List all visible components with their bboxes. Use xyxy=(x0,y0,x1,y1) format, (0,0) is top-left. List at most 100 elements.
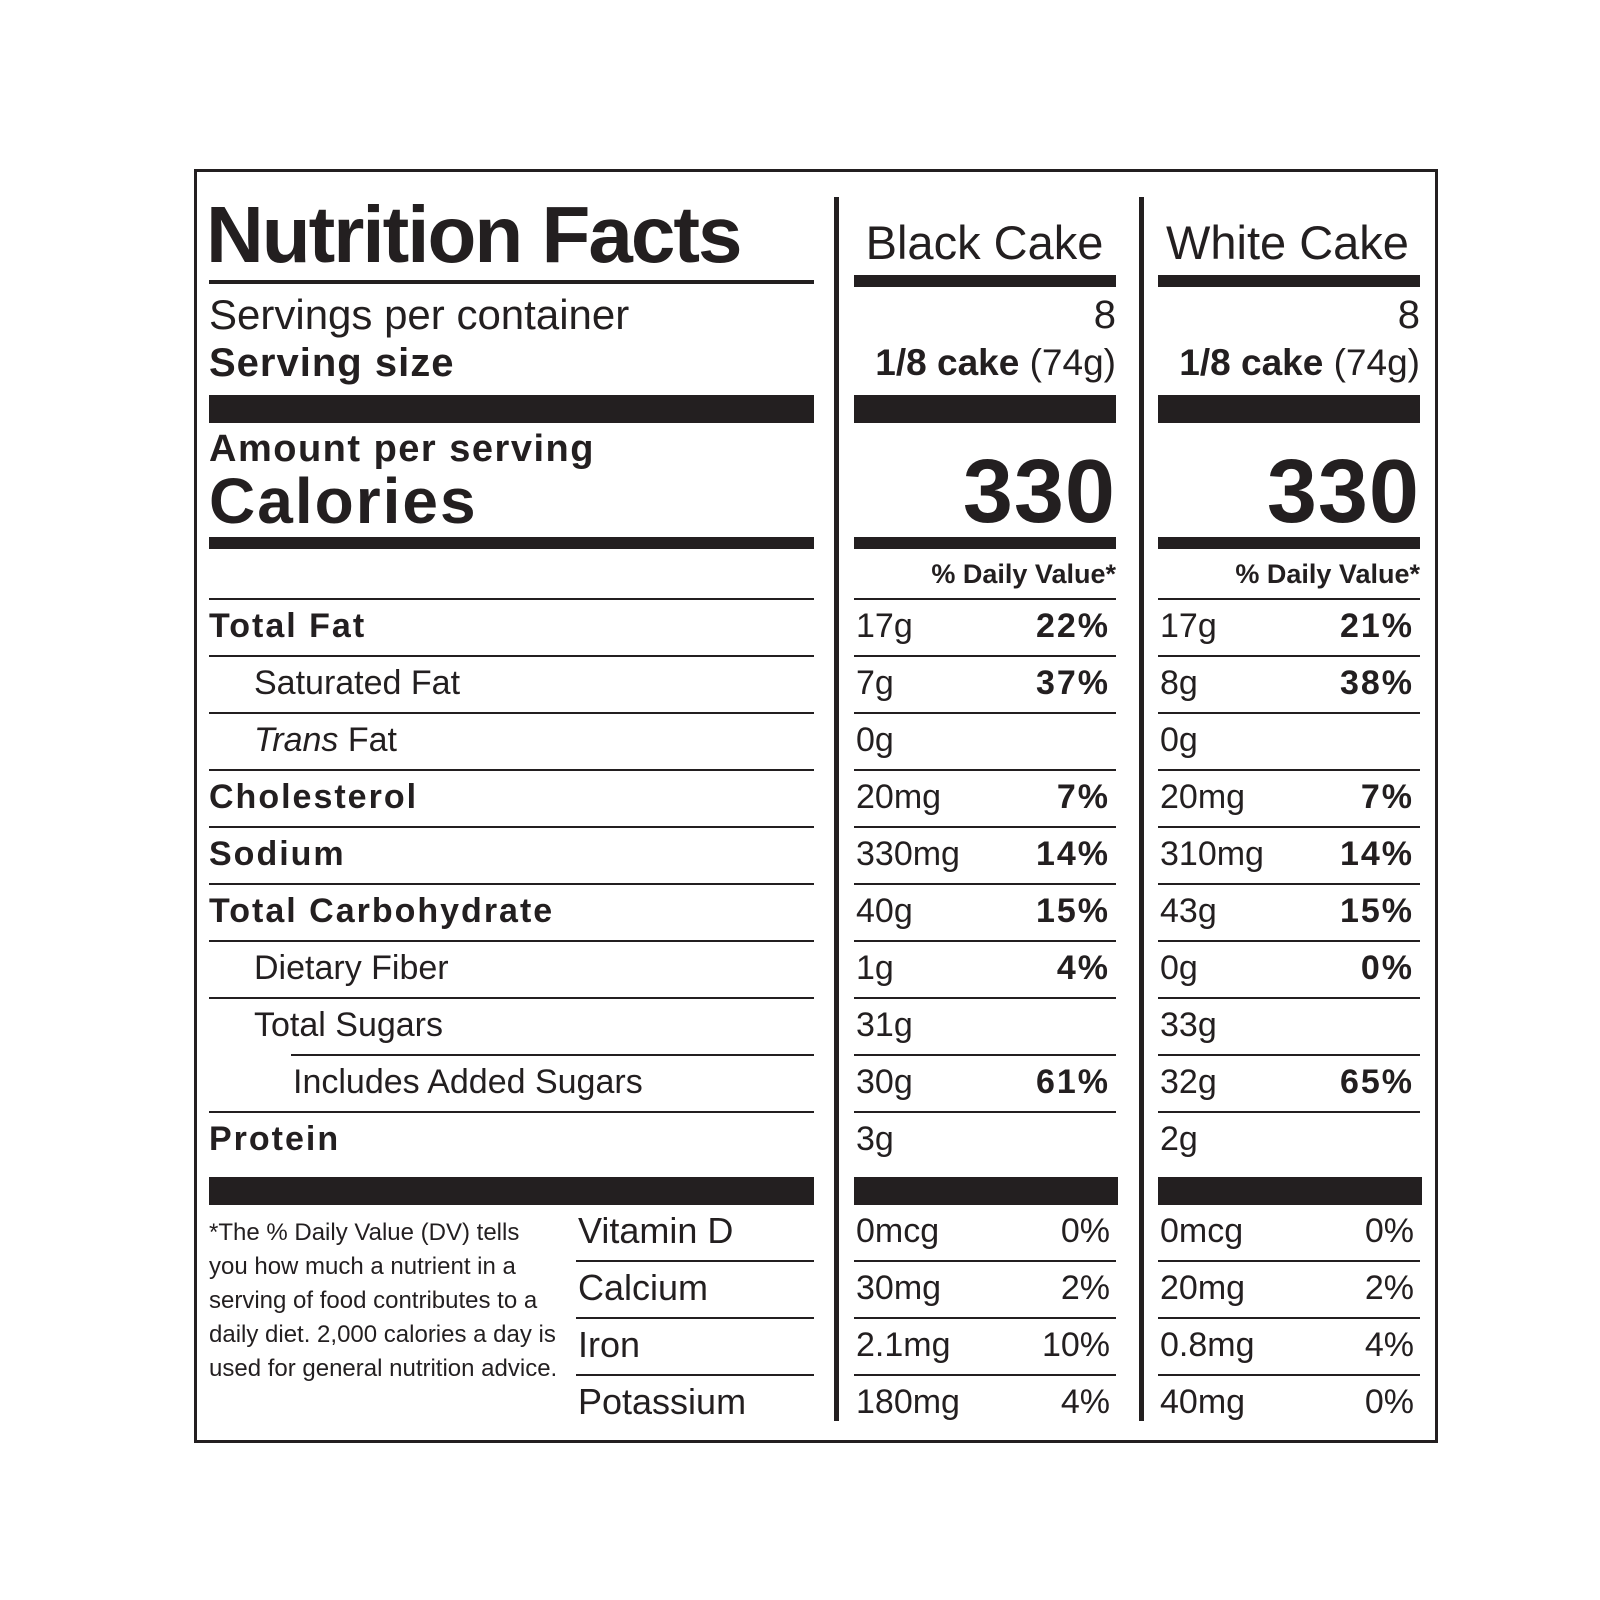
row-separator xyxy=(209,940,814,942)
label-title: Nutrition Facts xyxy=(206,190,742,279)
serving-size-amount: 1/8 cake xyxy=(1179,342,1324,383)
row-separator xyxy=(1158,769,1420,771)
row-separator xyxy=(854,826,1116,828)
row-separator xyxy=(209,598,814,600)
amount-white-cake: 40mg xyxy=(1160,1383,1246,1421)
nutrient-label: Cholesterol xyxy=(209,778,419,816)
daily-value-black-cake: 7% xyxy=(1056,778,1110,816)
amount-per-serving-label: Amount per serving xyxy=(209,428,595,470)
daily-value-black-cake: 10% xyxy=(1041,1326,1110,1364)
amount-black-cake: 31g xyxy=(856,1006,913,1044)
amount-black-cake: 7g xyxy=(856,664,894,702)
daily-value-header-black-cake: % Daily Value* xyxy=(931,559,1116,589)
daily-value-black-cake: 22% xyxy=(1035,607,1110,645)
row-separator xyxy=(854,655,1116,657)
vitamin-label: Calcium xyxy=(578,1267,709,1308)
daily-value-white-cake: 0% xyxy=(1364,1383,1414,1421)
amount-black-cake: 1g xyxy=(856,949,894,987)
row-separator xyxy=(1158,940,1420,942)
daily-value-black-cake: 4% xyxy=(1060,1383,1110,1421)
calories-black-cake: 330 xyxy=(962,442,1116,542)
amount-black-cake: 30g xyxy=(856,1063,913,1101)
nutrient-label-italic: Trans xyxy=(254,721,339,759)
amount-black-cake: 2.1mg xyxy=(856,1326,951,1364)
row-separator xyxy=(1158,826,1420,828)
servings-per-container-label: Servings per container xyxy=(209,291,630,338)
row-separator xyxy=(854,1054,1116,1056)
daily-value-black-cake: 2% xyxy=(1060,1269,1110,1307)
row-separator xyxy=(854,769,1116,771)
servings-black-cake: 8 xyxy=(1093,293,1116,337)
thick-rule xyxy=(854,1177,1118,1205)
row-separator xyxy=(209,997,814,999)
daily-value-white-cake: 21% xyxy=(1339,607,1414,645)
nutrition-facts-panel xyxy=(194,169,1438,1443)
row-separator xyxy=(209,655,814,657)
row-separator xyxy=(209,1111,814,1113)
amount-black-cake: 17g xyxy=(856,607,913,645)
amount-white-cake: 310mg xyxy=(1160,835,1264,873)
nutrient-label: Includes Added Sugars xyxy=(293,1063,643,1101)
daily-value-black-cake: 4% xyxy=(1056,949,1110,987)
calories-white-cake: 330 xyxy=(1266,442,1420,542)
row-separator xyxy=(854,1111,1116,1113)
daily-value-white-cake: 65% xyxy=(1339,1063,1414,1101)
row-separator xyxy=(1158,1374,1420,1376)
vitamin-label: Vitamin D xyxy=(578,1210,734,1251)
column-header-white-cake: White Cake xyxy=(1166,216,1409,269)
rule xyxy=(209,537,814,549)
thick-rule xyxy=(1158,1177,1422,1205)
daily-value-black-cake: 0% xyxy=(1060,1212,1110,1250)
row-separator xyxy=(291,1054,814,1056)
amount-white-cake: 17g xyxy=(1160,607,1217,645)
amount-black-cake: 0mcg xyxy=(856,1212,940,1250)
amount-white-cake: 20mg xyxy=(1160,778,1246,816)
column-header-black-cake: Black Cake xyxy=(865,216,1104,269)
amount-black-cake: 30mg xyxy=(856,1269,942,1307)
daily-value-black-cake: 37% xyxy=(1035,664,1110,702)
nutrient-label-rest: Fat xyxy=(338,721,397,759)
amount-white-cake: 8g xyxy=(1160,664,1198,702)
daily-value-white-cake: 2% xyxy=(1364,1269,1414,1307)
row-separator xyxy=(854,712,1116,714)
daily-value-black-cake: 14% xyxy=(1035,835,1110,873)
row-separator xyxy=(576,1317,814,1319)
amount-black-cake: 180mg xyxy=(856,1383,960,1421)
nutrient-label: Total Carbohydrate xyxy=(209,892,555,930)
nutrient-label: Total Sugars xyxy=(254,1006,443,1044)
column-divider-2 xyxy=(1139,197,1144,1421)
row-separator xyxy=(1158,1111,1420,1113)
row-separator xyxy=(209,883,814,885)
thick-rule xyxy=(209,1177,814,1205)
rule xyxy=(1158,537,1420,549)
daily-value-footnote: *The % Daily Value (DV) tells you how mu… xyxy=(209,1219,558,1382)
row-separator xyxy=(854,883,1116,885)
row-separator xyxy=(1158,883,1420,885)
daily-value-black-cake: 15% xyxy=(1035,892,1110,930)
row-separator xyxy=(1158,712,1420,714)
row-separator xyxy=(854,940,1116,942)
thick-rule xyxy=(854,395,1116,423)
amount-black-cake: 3g xyxy=(856,1120,894,1158)
amount-white-cake: 2g xyxy=(1160,1120,1198,1158)
daily-value-white-cake: 14% xyxy=(1339,835,1414,873)
rule xyxy=(209,280,814,284)
serving-size-black-cake: 1/8 cake (74g) xyxy=(854,338,1116,388)
nutrient-label: Total Fat xyxy=(209,607,367,645)
row-separator xyxy=(854,1317,1116,1319)
amount-white-cake: 33g xyxy=(1160,1006,1217,1044)
calories-label: Calories xyxy=(209,465,478,537)
thick-rule xyxy=(1158,395,1420,423)
thick-rule xyxy=(209,395,814,423)
row-separator xyxy=(1158,598,1420,600)
amount-white-cake: 20mg xyxy=(1160,1269,1246,1307)
nutrient-label: Saturated Fat xyxy=(254,664,461,702)
row-separator xyxy=(1158,1260,1420,1262)
serving-size-weight: (74g) xyxy=(1029,342,1116,383)
row-separator xyxy=(854,1374,1116,1376)
nutrient-label: Dietary Fiber xyxy=(254,949,449,987)
vitamin-label: Potassium xyxy=(578,1381,747,1422)
amount-white-cake: 0mcg xyxy=(1160,1212,1244,1250)
row-separator xyxy=(1158,1054,1420,1056)
row-separator xyxy=(1158,997,1420,999)
